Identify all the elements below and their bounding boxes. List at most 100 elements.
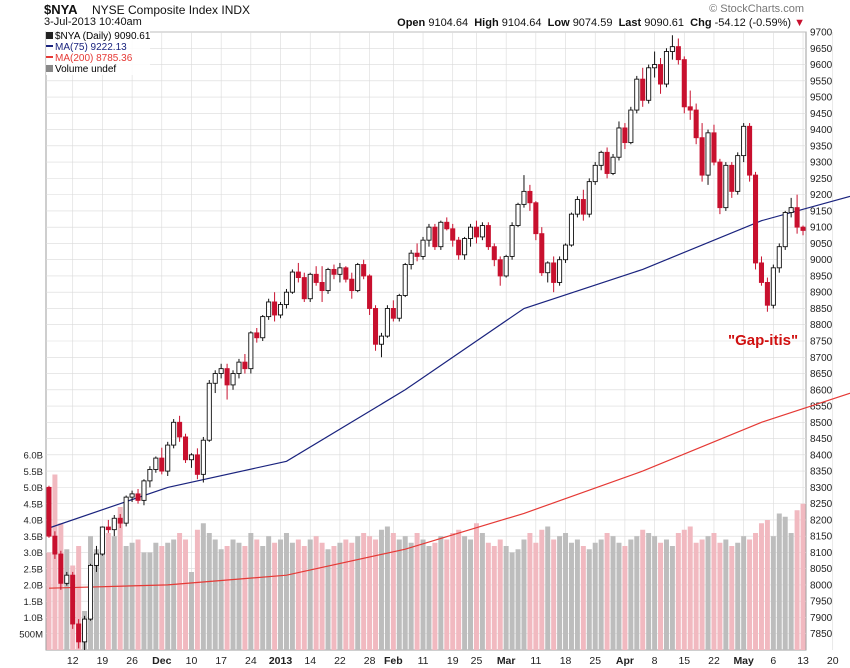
candle-body xyxy=(628,109,634,144)
candle-body xyxy=(278,304,284,316)
y-tick-label: 8050 xyxy=(810,564,833,575)
y-tick-label: 8950 xyxy=(810,271,833,282)
volume-bar xyxy=(669,546,675,650)
candle-body xyxy=(675,46,681,61)
y-tick-label: 8000 xyxy=(810,580,833,591)
y-tick-label: 7850 xyxy=(810,629,833,640)
chg-value: -54.12 (-0.59%) xyxy=(714,17,792,29)
x-tick-label: 14 xyxy=(304,655,316,667)
quote-summary: Open 9104.64 High 9104.64 Low 9074.59 La… xyxy=(397,17,805,29)
volume-tick-label: 1.5B xyxy=(23,597,43,608)
candle-body xyxy=(782,212,788,248)
candle-body xyxy=(325,268,331,292)
volume-bar xyxy=(141,552,147,650)
candle-body xyxy=(289,271,295,293)
volume-bar xyxy=(331,546,337,650)
candle-body xyxy=(735,155,741,192)
y-tick-label: 9300 xyxy=(810,158,833,169)
volume-bar xyxy=(551,539,557,650)
volume-bar xyxy=(117,507,123,650)
x-tick-label: 25 xyxy=(471,655,483,667)
volume-bar xyxy=(456,529,462,650)
volume-bar xyxy=(473,523,479,650)
volume-bar xyxy=(533,542,539,650)
volume-bar xyxy=(153,542,159,650)
volume-tick-label: 2.5B xyxy=(23,564,43,575)
candle-body xyxy=(515,203,521,226)
y-tick-label: 8650 xyxy=(810,369,833,380)
y-tick-label: 9700 xyxy=(810,28,833,39)
legend-volume-label: Volume undef xyxy=(55,64,117,75)
y-tick-label: 8900 xyxy=(810,288,833,299)
volume-bar xyxy=(260,546,266,650)
y-tick-label: 9150 xyxy=(810,206,833,217)
candle-body xyxy=(319,282,325,292)
volume-bar xyxy=(99,552,105,650)
volume-bar xyxy=(426,546,432,650)
candle-body xyxy=(551,262,557,283)
candle-body xyxy=(533,202,539,235)
candle-body xyxy=(99,526,105,555)
x-tick-label: 11 xyxy=(418,655,429,667)
volume-bar xyxy=(438,536,444,650)
volume-tick-label: 500M xyxy=(19,629,43,640)
volume-bar xyxy=(159,546,165,650)
volume-bar xyxy=(319,542,325,650)
candle-body xyxy=(444,221,450,230)
candle-body xyxy=(313,273,319,283)
x-tick-label: 6 xyxy=(770,655,776,667)
candle-body xyxy=(224,368,230,386)
candle-body xyxy=(580,199,586,215)
candle-body xyxy=(52,535,58,555)
volume-bar xyxy=(206,533,212,650)
candle-body xyxy=(171,421,177,446)
volume-bar xyxy=(194,529,200,650)
candle-body xyxy=(545,262,551,274)
volume-bar xyxy=(509,552,515,650)
candle-body xyxy=(408,252,414,266)
volume-bar xyxy=(468,539,474,650)
volume-bar xyxy=(782,516,788,650)
y-tick-label: 8300 xyxy=(810,483,833,494)
candle-body xyxy=(414,252,420,257)
volume-bar xyxy=(414,533,420,650)
volume-bar xyxy=(367,536,373,650)
volume-bar xyxy=(634,536,640,650)
y-tick-label: 9450 xyxy=(810,109,833,120)
candle-body xyxy=(468,226,474,239)
y-tick-label: 9550 xyxy=(810,76,833,87)
candle-body xyxy=(758,262,764,283)
volume-bar xyxy=(622,546,628,650)
candle-body xyxy=(206,382,212,441)
candle-body xyxy=(497,259,503,277)
y-tick-label: 8850 xyxy=(810,304,833,315)
volume-bar xyxy=(64,549,70,650)
candle-body xyxy=(687,106,693,111)
candle-body xyxy=(800,226,806,231)
y-tick-label: 9000 xyxy=(810,255,833,266)
volume-bar xyxy=(248,533,254,650)
volume-bar xyxy=(758,523,764,650)
volume-bar xyxy=(355,536,361,650)
candle-body xyxy=(254,332,260,339)
y-tick-label: 9050 xyxy=(810,239,833,250)
ma200-line xyxy=(48,392,850,589)
candle-body xyxy=(242,361,248,370)
candle-body xyxy=(586,181,592,215)
volume-bar xyxy=(770,536,776,650)
volume-bar xyxy=(171,539,177,650)
x-tick-label: 8 xyxy=(652,655,658,667)
legend-price: $NYA (Daily) 9090.61 xyxy=(46,31,150,42)
x-tick-label: 22 xyxy=(334,655,346,667)
volume-bar xyxy=(604,533,610,650)
candle-body xyxy=(373,308,379,345)
y-tick-label: 9650 xyxy=(810,44,833,55)
volume-bar xyxy=(420,539,426,650)
volume-bar xyxy=(794,510,800,650)
candle-body xyxy=(456,239,462,256)
candle-body xyxy=(438,221,444,248)
y-tick-label: 8150 xyxy=(810,532,833,543)
down-arrow-icon: ▼ xyxy=(794,17,805,29)
candle-body xyxy=(557,259,563,283)
volume-bar xyxy=(497,539,503,650)
